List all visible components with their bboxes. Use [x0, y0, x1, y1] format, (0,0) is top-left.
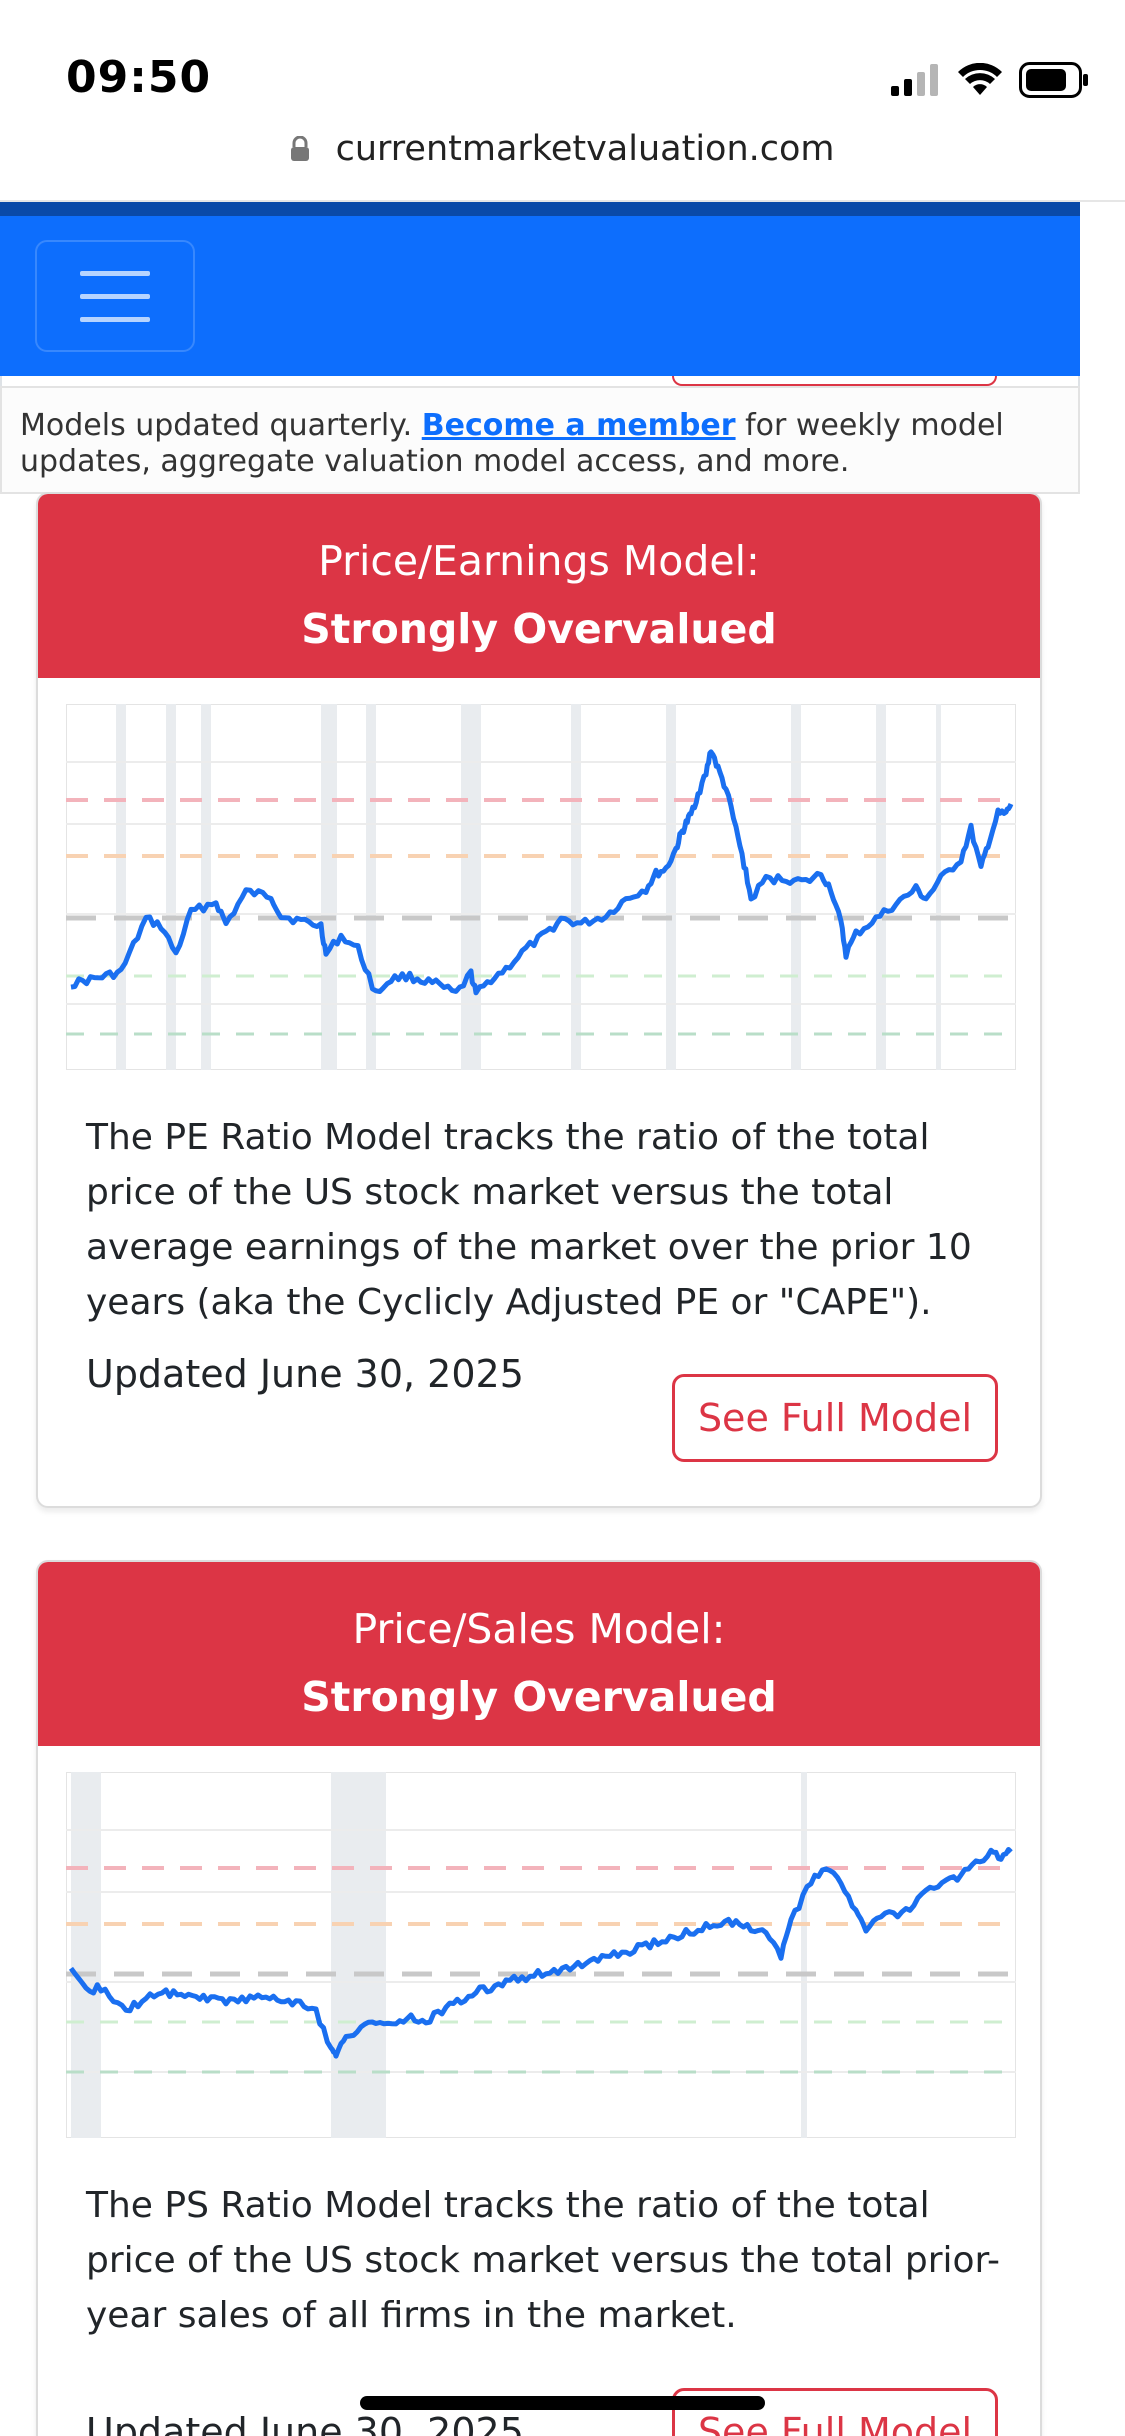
- hamburger-icon-bar: [80, 316, 150, 322]
- ps-ratio-chart: [66, 1772, 1016, 2138]
- chart-frame: [66, 704, 1016, 1070]
- recession-band: [201, 704, 211, 1070]
- hamburger-icon-bar: [80, 293, 150, 299]
- menu-toggle-button[interactable]: [35, 240, 195, 352]
- recession-band: [876, 704, 886, 1070]
- updated-date: Updated June 30, 2025: [86, 2410, 524, 2436]
- notice-suffix: for weekly model updates, aggregate valu…: [20, 408, 1004, 479]
- recession-band: [801, 1772, 807, 2138]
- divider: [0, 200, 1125, 202]
- nav-underlay: [0, 376, 1080, 386]
- recession-band: [331, 1772, 386, 2138]
- chart-frame: [66, 1772, 1016, 2138]
- recession-band: [936, 704, 941, 1070]
- signal-icon: [891, 64, 938, 96]
- notice-prefix: Models updated quarterly.: [20, 408, 422, 443]
- recession-band: [166, 704, 176, 1070]
- see-full-model-button[interactable]: See Full Model: [672, 1374, 998, 1462]
- recession-band: [791, 704, 801, 1070]
- card-description: The PS Ratio Model tracks the ratio of t…: [86, 2185, 1001, 2336]
- ps-model-card: Price/Sales Model: Strongly Overvalued T…: [36, 1560, 1042, 2436]
- lock-icon: [291, 136, 310, 161]
- card-header: Price/Earnings Model: Strongly Overvalue…: [38, 494, 1040, 678]
- card-title: Price/Sales Model:: [352, 1605, 726, 1653]
- navbar-top-strip: [0, 202, 1080, 216]
- ratio-line: [70, 749, 1014, 996]
- become-member-link[interactable]: Become a member: [421, 408, 736, 443]
- hidden-button-edge: [672, 376, 997, 386]
- pe-ratio-chart: [66, 704, 1016, 1070]
- status-bar: 09:50 currentmarketvaluation.com: [0, 0, 1125, 169]
- recession-band: [471, 704, 481, 1070]
- card-header: Price/Sales Model: Strongly Overvalued: [38, 1562, 1040, 1746]
- recession-band: [571, 704, 581, 1070]
- updated-date: Updated June 30, 2025: [86, 1352, 524, 1396]
- recession-band: [116, 704, 126, 1070]
- recession-band: [71, 1772, 101, 2138]
- card-status: Strongly Overvalued: [301, 1673, 777, 1721]
- hamburger-icon: [80, 270, 150, 276]
- status-time: 09:50: [66, 52, 212, 103]
- card-description: The PE Ratio Model tracks the ratio of t…: [86, 1117, 972, 1323]
- recession-band: [321, 704, 337, 1070]
- recession-band: [366, 704, 376, 1070]
- pe-model-card: Price/Earnings Model: Strongly Overvalue…: [36, 492, 1042, 1508]
- card-status: Strongly Overvalued: [301, 605, 777, 653]
- card-title: Price/Earnings Model:: [318, 537, 760, 585]
- address-bar[interactable]: currentmarketvaluation.com: [0, 128, 1125, 169]
- navbar: [0, 216, 1080, 376]
- url-text: currentmarketvaluation.com: [335, 129, 835, 169]
- recession-band: [461, 704, 471, 1070]
- membership-notice: Models updated quarterly. Become a membe…: [0, 386, 1080, 494]
- status-icons: [891, 60, 1089, 100]
- wifi-icon: [958, 63, 1002, 95]
- ratio-line: [68, 1847, 1013, 2059]
- battery-icon: [1019, 62, 1088, 98]
- recession-band: [666, 704, 676, 1070]
- home-indicator: [360, 2396, 765, 2410]
